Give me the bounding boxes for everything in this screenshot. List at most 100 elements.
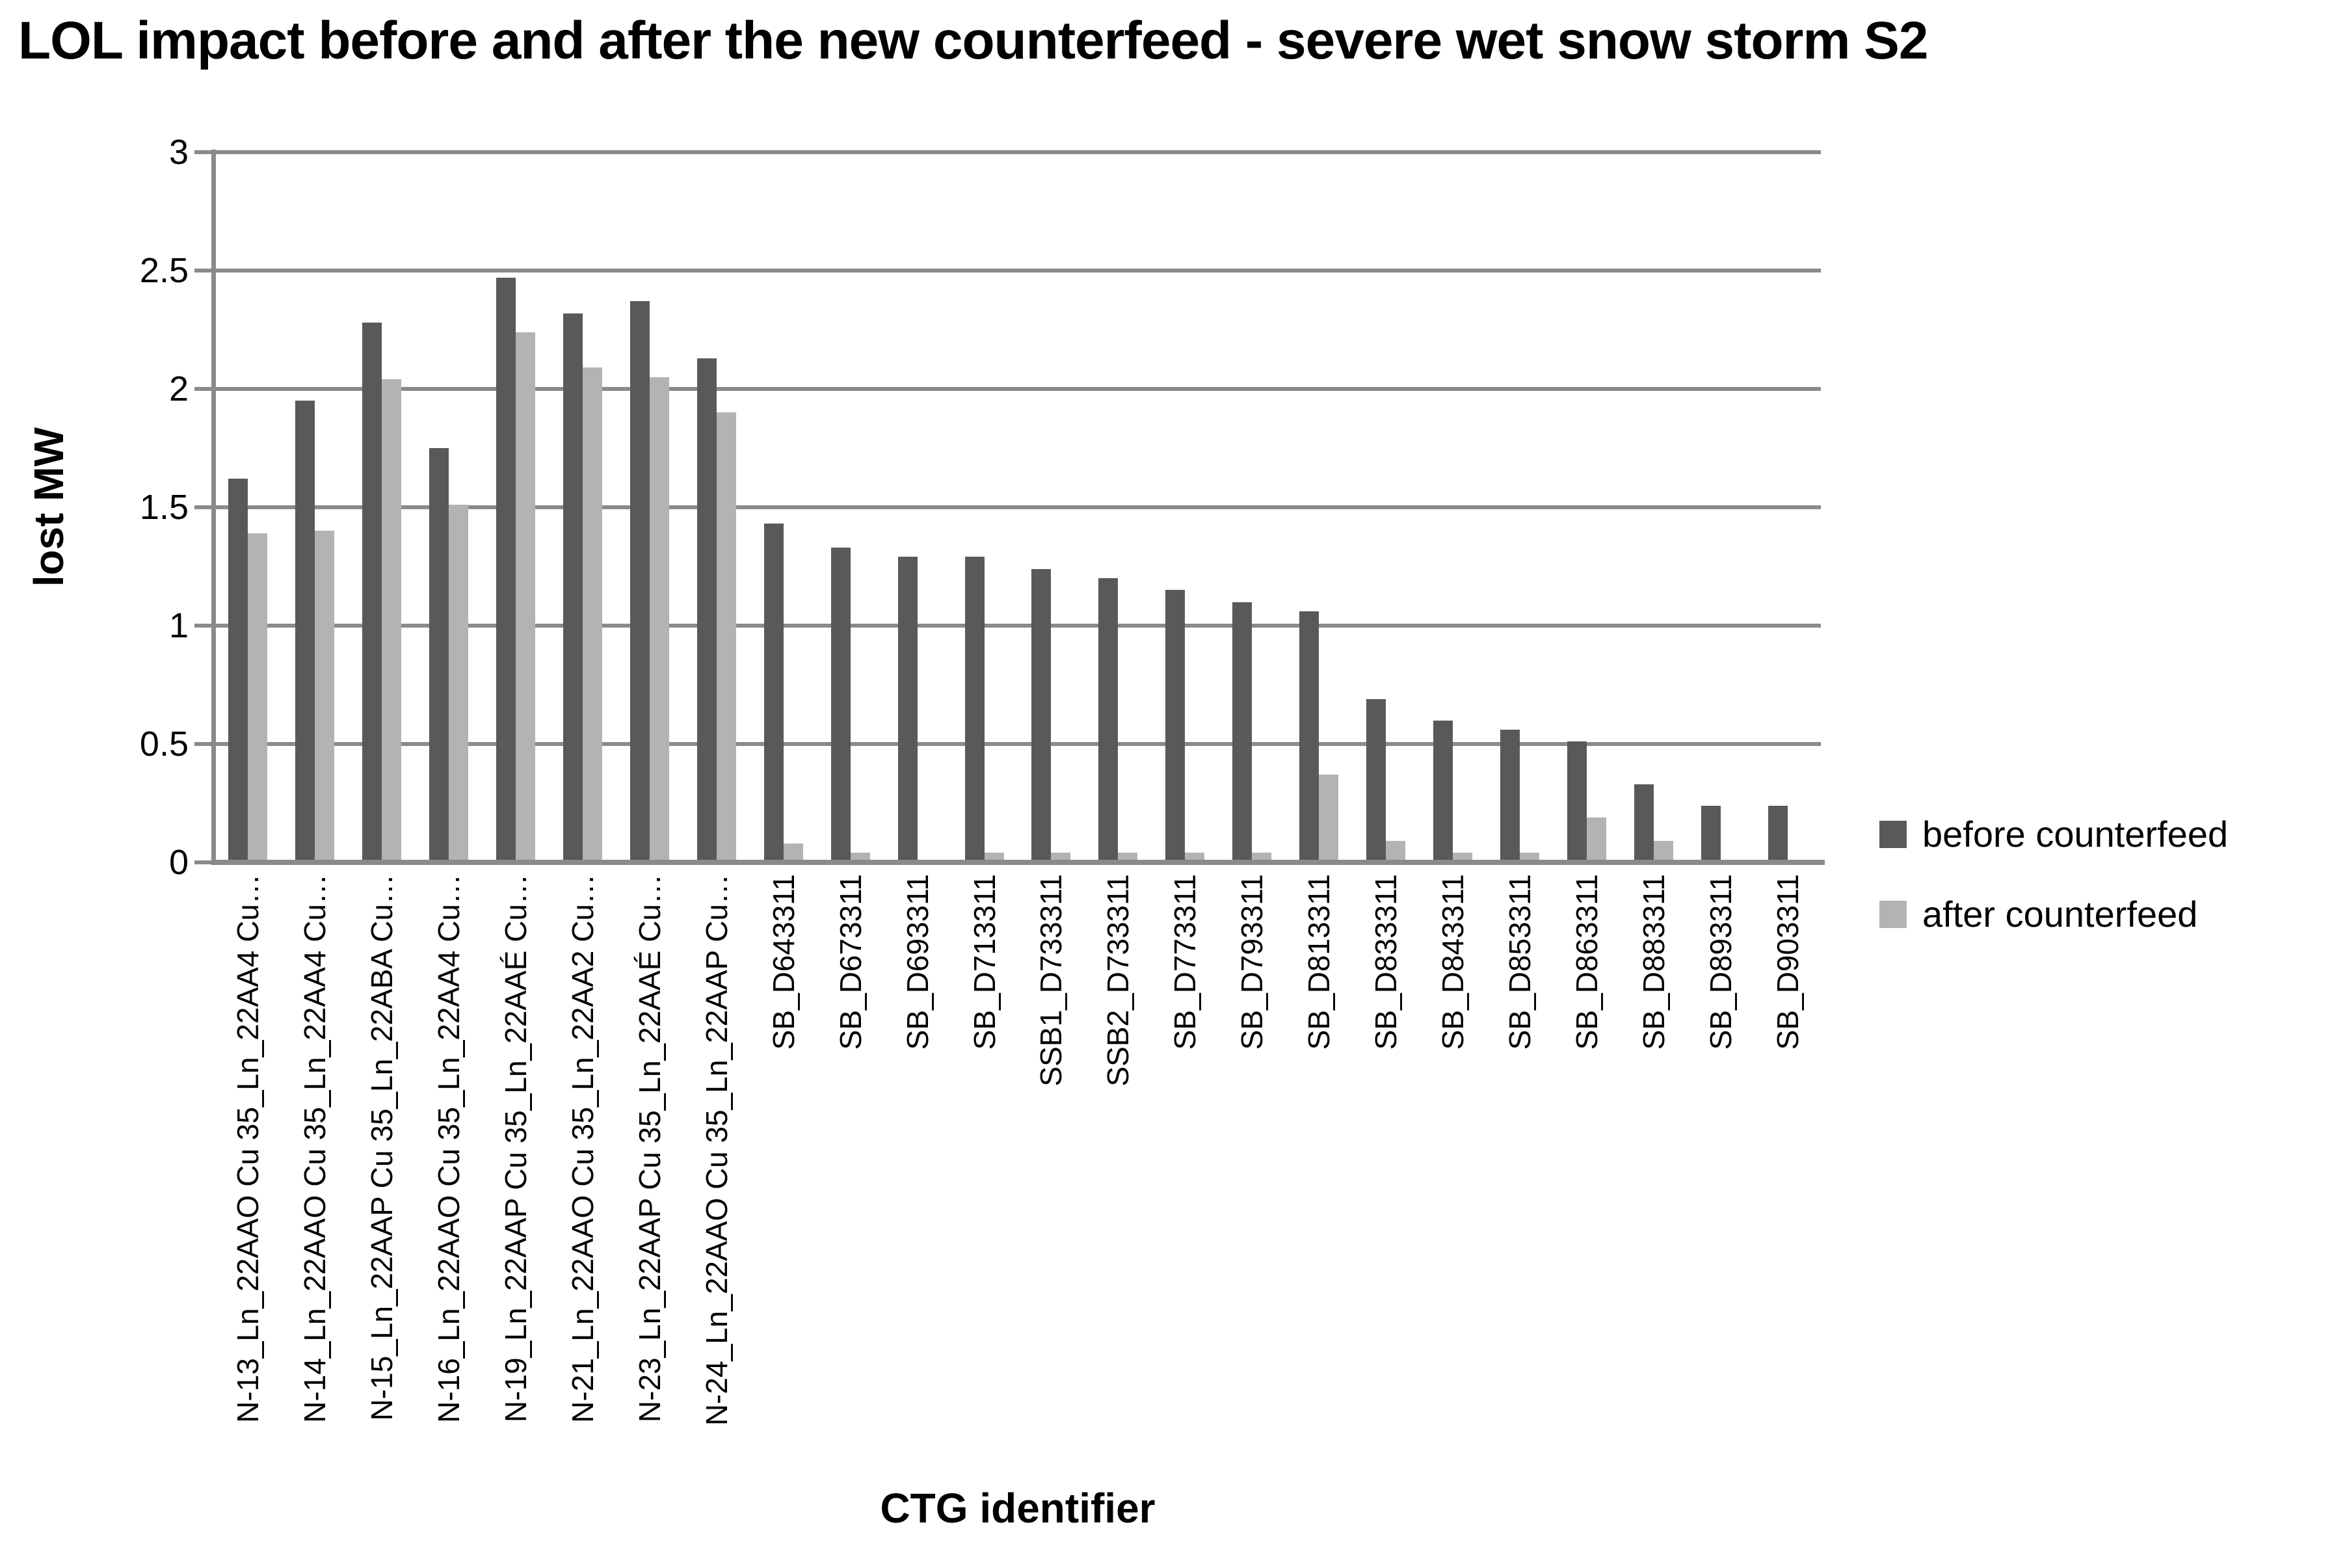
x-axis-label-text: SB_D643311 [766,874,801,1050]
bar-before-counterfeed [1567,741,1587,862]
x-axis-label: SB_D693311 [898,874,937,1050]
bar-after-counterfeed [1319,775,1339,862]
x-axis-title: CTG identifier [880,1485,1156,1532]
legend-swatch-after-icon [1879,900,1907,928]
x-axis-label-text: SB_D693311 [900,874,934,1050]
y-axis-tick [194,269,216,272]
bar-before-counterfeed [964,557,985,862]
bar-before-counterfeed [429,448,449,862]
x-axis-label: SSB2_D733311 [1098,874,1137,1087]
y-axis-tick [194,150,216,154]
x-axis-label: SB_D773311 [1165,874,1204,1050]
gridline [215,624,1821,628]
bar-before-counterfeed [1433,720,1453,862]
x-axis-label-text: N-16_Ln_22AAO Cu 35_Ln_22AA4 Cu… [432,874,466,1423]
bar-after-counterfeed [315,531,335,862]
x-axis-label: SB_D843311 [1433,874,1472,1050]
x-axis-label: N-19_Ln_22AAP Cu 35_Ln_22AAÉ Cu… [496,874,535,1422]
x-axis-label: SB_D863311 [1567,874,1606,1050]
gridline [215,505,1821,509]
gridline [215,269,1821,272]
bar-before-counterfeed [1701,805,1721,862]
bar-before-counterfeed [830,547,851,862]
y-axis-tick [194,505,216,509]
x-axis-label-text: SB_D793311 [1235,874,1269,1050]
gridline [215,387,1821,391]
x-axis-label: SB_D903311 [1768,874,1807,1050]
y-axis-tick [194,387,216,391]
legend: before counterfeed after counterfeed [1879,813,2228,935]
x-axis-label-text: SB_D863311 [1569,874,1604,1050]
bar-before-counterfeed [1098,578,1119,862]
legend-label-before: before counterfeed [1922,814,2229,855]
x-axis-label-text: SB_D903311 [1770,874,1805,1050]
bar-before-counterfeed [1232,602,1252,862]
bar-before-counterfeed [563,313,583,862]
bar-after-counterfeed [1386,841,1406,862]
bar-before-counterfeed [696,358,717,862]
x-axis-label: SB_D643311 [764,874,803,1050]
bar-before-counterfeed [1031,568,1052,862]
y-axis-tick [194,860,216,864]
bar-after-counterfeed [583,367,603,862]
x-axis-label: N-16_Ln_22AAO Cu 35_Ln_22AA4 Cu… [429,874,468,1423]
x-axis-label: N-13_Ln_22AAO Cu 35_Ln_22AA4 Cu… [228,874,267,1423]
x-axis-label-text: SB_D893311 [1703,874,1738,1050]
x-axis-label: N-15_Ln_22AAP Cu 35_Ln_22ABA Cu… [362,874,401,1421]
x-axis-label-text: SB_D883311 [1636,874,1671,1050]
bar-after-counterfeed [716,412,736,862]
x-axis-label: SB_D813311 [1299,874,1338,1050]
bar-after-counterfeed [1586,817,1606,862]
bar-after-counterfeed [248,533,268,862]
x-axis-label-text: SB_D853311 [1502,874,1537,1050]
y-axis-tick-label: 0.5 [139,724,189,764]
legend-entry-after: after counterfeed [1879,893,2228,935]
x-axis-label-text: SB_D813311 [1302,874,1336,1050]
bar-before-counterfeed [629,301,650,862]
bar-before-counterfeed [1366,698,1386,862]
x-axis-label-text: N-19_Ln_22AAP Cu 35_Ln_22AAÉ Cu… [499,874,533,1423]
x-axis-label-text: N-13_Ln_22AAO Cu 35_Ln_22AA4 Cu… [231,874,265,1423]
bar-before-counterfeed [1165,590,1186,862]
x-axis-label-text: SB_D673311 [833,874,868,1050]
bar-before-counterfeed [496,277,516,862]
x-axis-label: SB_D793311 [1232,874,1271,1050]
bar-before-counterfeed [1500,730,1520,862]
plot-area [215,150,1821,862]
y-axis-tick-label: 0 [168,843,189,882]
x-axis-label: N-24_Ln_22AAO Cu 35_Ln_22AAP Cu… [697,874,736,1426]
x-axis-label-text: SSB1_D733311 [1034,874,1068,1087]
x-axis-label: SB_D833311 [1366,874,1405,1050]
x-axis-label-text: SB_D833311 [1369,874,1403,1050]
x-axis-label-text: N-21_Ln_22AAO Cu 35_Ln_22AA2 Cu… [566,874,600,1423]
bar-before-counterfeed [763,524,784,862]
bar-before-counterfeed [1299,611,1319,862]
x-axis-label-text: SB_D843311 [1435,874,1470,1050]
x-axis-label-text: SB_D713311 [967,874,1001,1050]
x-axis-label: N-23_Ln_22AAP Cu 35_Ln_22AAÉ Cu… [630,874,669,1422]
y-axis-tick [194,624,216,628]
y-axis-tick-label: 1.5 [139,488,189,527]
x-axis-label-text: SSB2_D733311 [1101,874,1135,1087]
x-axis-label-text: SB_D773311 [1168,874,1202,1050]
y-axis-tick-label: 3 [168,133,189,172]
x-axis-label: N-21_Ln_22AAO Cu 35_Ln_22AA2 Cu… [563,874,602,1423]
y-axis-tick-label: 2.5 [139,251,189,290]
y-axis-tick-label: 1 [168,606,189,645]
y-axis-tick [194,742,216,746]
x-axis-label: SB_D713311 [965,874,1004,1050]
bar-before-counterfeed [1634,784,1654,862]
bar-after-counterfeed [1653,841,1673,862]
bar-before-counterfeed [897,557,918,862]
bar-before-counterfeed [228,479,248,862]
bar-after-counterfeed [649,377,669,862]
bar-after-counterfeed [783,843,803,862]
chart-title: LOL impact before and after the new coun… [18,11,1928,70]
x-axis-label-text: N-14_Ln_22AAO Cu 35_Ln_22AA4 Cu… [298,874,332,1423]
y-axis-title: lost MW [20,152,78,862]
x-axis-label-text: N-23_Ln_22AAP Cu 35_Ln_22AAÉ Cu… [632,874,667,1423]
bar-after-counterfeed [382,379,402,862]
x-axis-line [212,860,1825,865]
bar-before-counterfeed [295,401,315,862]
bar-after-counterfeed [449,505,469,862]
